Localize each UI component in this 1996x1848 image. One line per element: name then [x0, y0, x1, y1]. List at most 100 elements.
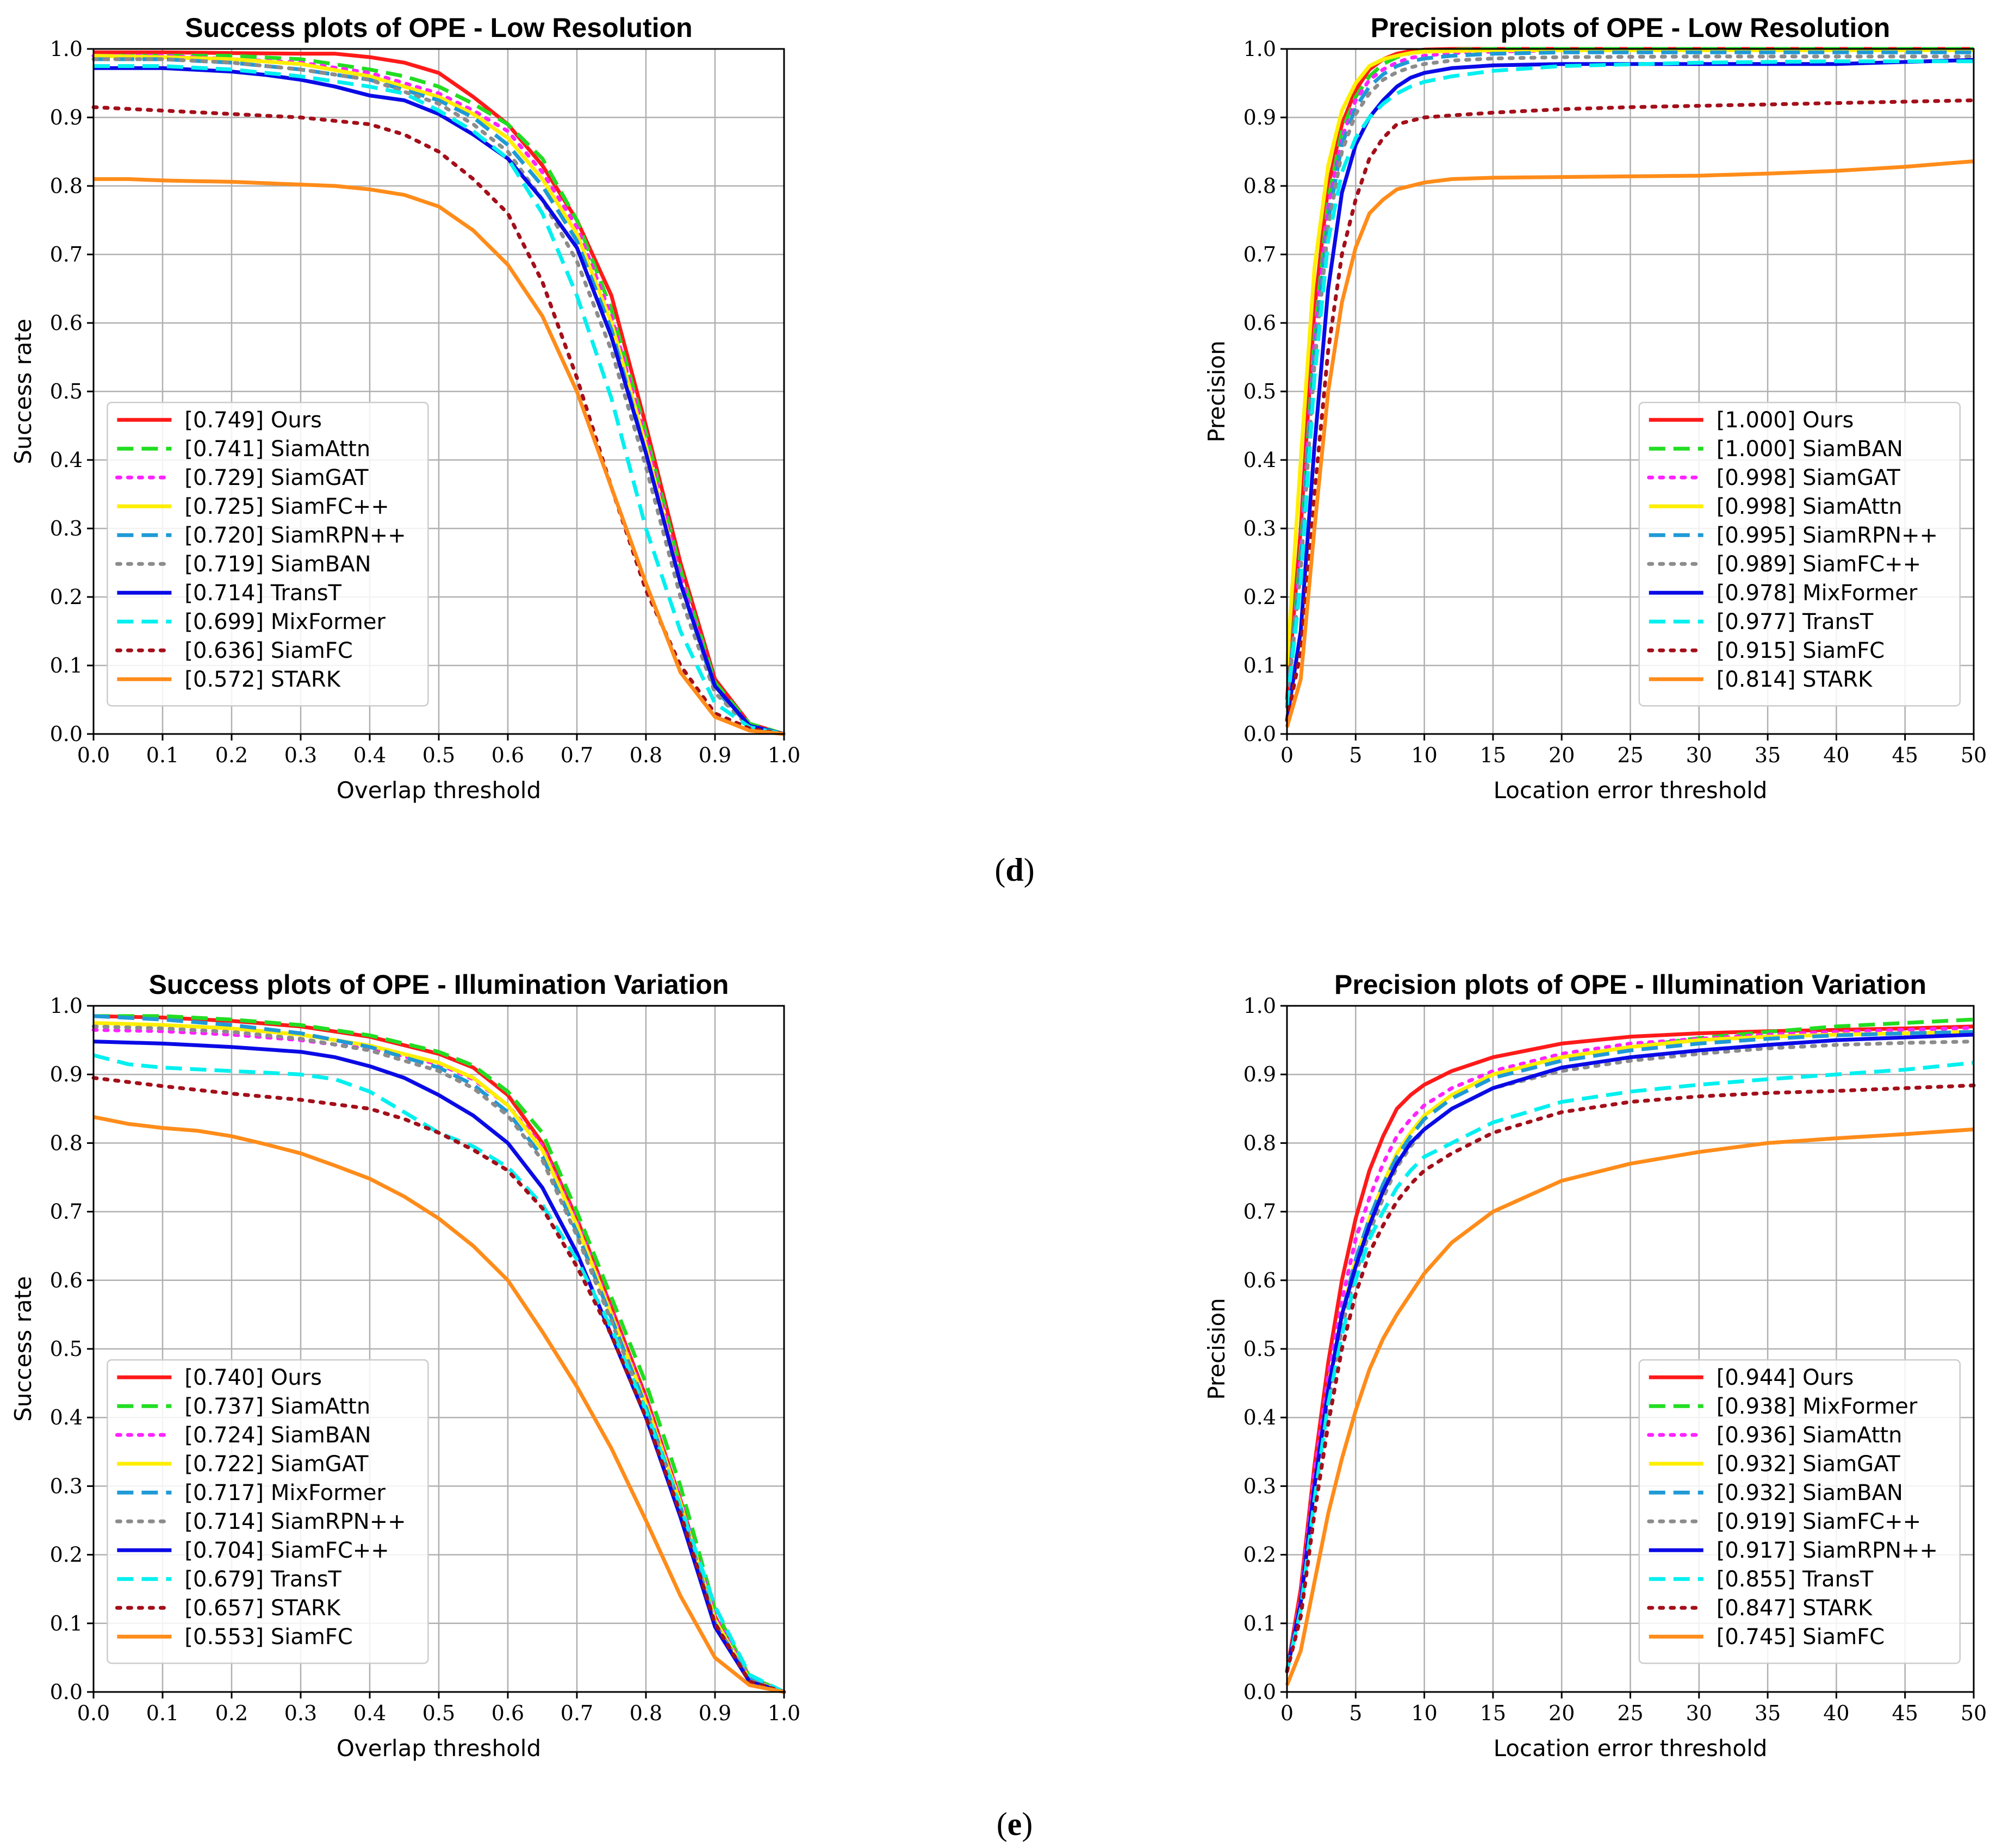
x-tick-label: 0.6: [492, 1701, 524, 1725]
x-tick-label: 0: [1280, 1701, 1294, 1725]
legend-entry-siamfcplusplus: [0.989] SiamFC++: [1717, 552, 1921, 577]
legend-entry-ours: [0.740] Ours: [184, 1365, 322, 1390]
y-tick-label: 0.5: [1243, 379, 1276, 403]
x-tick-label: 10: [1411, 743, 1437, 767]
legend-entry-siamgat: [0.722] SiamGAT: [184, 1452, 369, 1477]
legend-box: [107, 1359, 429, 1664]
series-line-siamfcplusplus: [1285, 54, 1976, 709]
series-line-siamattn: [1285, 1025, 1976, 1673]
chart-title: Precision plots of OPE - Illumination Va…: [1334, 969, 1926, 1000]
y-axis-label: Precision: [1203, 340, 1230, 442]
legend-entry-siamfc: [0.915] SiamFC: [1717, 638, 1885, 663]
x-tick-label: 0.1: [146, 1701, 179, 1725]
legend: [0.944] Ours [0.938] MixFormer [0.936] Sia…: [1638, 1359, 1961, 1664]
y-axis-label: Success rate: [10, 1276, 36, 1422]
x-tick-label: 15: [1480, 1701, 1506, 1725]
y-tick-label: 0.8: [1243, 1131, 1276, 1155]
series-line-siamattn: [94, 1014, 785, 1694]
legend-entry-transt: [0.714] TransT: [184, 581, 341, 606]
x-tick-label: 0.5: [422, 743, 455, 767]
legend-entry-siamgat: [0.729] SiamGAT: [184, 465, 369, 490]
legend: [0.749] Ours [0.741] SiamAttn [0.729] Siam…: [107, 401, 429, 707]
y-tick-label: 0.7: [50, 242, 83, 266]
y-axis-label: Success rate: [10, 319, 36, 464]
y-tick-label: 0.0: [50, 722, 83, 746]
y-tick-label: 0.2: [50, 585, 83, 609]
x-tick-label: 20: [1549, 1701, 1575, 1725]
x-tick-label: 25: [1617, 743, 1643, 767]
series-line-siamgat: [93, 1021, 785, 1694]
legend-entry-siamban: [0.719] SiamBAN: [184, 552, 371, 577]
legend-entry-siamrpnplusplus: [0.720] SiamRPN++: [184, 523, 406, 548]
success-plot-illumination-variation: 0.0 0.1 0.2 0.3 0.4 0.5 0.6 0.7 0.8 0.9 1.0 0.0 0.1 0…: [10, 969, 800, 1762]
legend-entry-siamban: [0.724] SiamBAN: [184, 1423, 371, 1448]
legend-entry-ours: [1.000] Ours: [1717, 408, 1854, 433]
legend-entry-stark: [0.572] STARK: [184, 667, 341, 692]
legend-entry-siamattn: [0.737] SiamAttn: [184, 1394, 370, 1419]
series-line-ours: [94, 50, 785, 736]
legend-entry-siamfcplusplus: [0.725] SiamFC++: [184, 494, 389, 519]
x-tick-label: 25: [1617, 1701, 1643, 1725]
legend-entry-transt: [0.679] TransT: [184, 1567, 341, 1592]
series-line-transt: [93, 1053, 785, 1694]
series-line-siamattn: [1285, 48, 1974, 666]
y-tick-label: 0.6: [50, 1268, 83, 1292]
y-axis-label: Precision: [1203, 1298, 1230, 1399]
panel-label-e: (e): [997, 1806, 1033, 1842]
legend-entry-siamrpnplusplus: [0.714] SiamRPN++: [184, 1509, 406, 1534]
y-tick-label: 0.8: [50, 174, 83, 198]
series-line-siamfc: [1285, 98, 1976, 723]
y-tick-label: 0.1: [50, 1611, 83, 1635]
series-line-mixformer: [94, 64, 785, 736]
precision-plot-low-resolution: 0 5 10 15 20 25 30 35 40 45 50 0.0 0.1 0.2 0.3 0.4 0.5 0.…: [1203, 13, 1987, 804]
y-tick-label: 0.5: [50, 1337, 83, 1361]
chart-title: Success plots of OPE - Illumination Vari…: [149, 969, 729, 1000]
x-tick-label: 0.7: [561, 743, 593, 767]
legend-entry-mixformer: [0.978] MixFormer: [1717, 581, 1918, 606]
series-line-siamrpnplusplus: [1285, 50, 1974, 707]
x-tick-label: 0.8: [630, 743, 662, 767]
y-tick-label: 1.0: [50, 37, 83, 61]
legend: [1.000] Ours [1.000] SiamBAN [0.998] SiamG…: [1638, 401, 1961, 707]
y-tick-label: 0.4: [1243, 448, 1276, 472]
series-line-mixformer: [1285, 58, 1974, 721]
y-tick-label: 0.4: [50, 448, 83, 472]
chart-title: Precision plots of OPE - Low Resolution: [1371, 13, 1891, 43]
y-tick-label: 0.8: [50, 1131, 83, 1155]
y-tick-label: 0.6: [1243, 311, 1276, 335]
series-line-stark: [91, 1076, 786, 1694]
x-tick-label: 0.3: [284, 1701, 317, 1725]
legend-entry-siamfcplusplus: [0.919] SiamFC++: [1717, 1509, 1921, 1534]
series-line-siamfc: [93, 1115, 785, 1694]
legend-entry-stark: [0.847] STARK: [1717, 1596, 1873, 1621]
y-tick-label: 0.1: [1243, 1611, 1276, 1635]
y-tick-label: 0.0: [1243, 1680, 1276, 1704]
x-tick-label: 35: [1755, 743, 1781, 767]
x-axis-label: Overlap threshold: [337, 1735, 541, 1762]
legend-entry-siamban: [1.000] SiamBAN: [1717, 437, 1903, 462]
y-tick-label: 0.6: [50, 311, 83, 335]
x-tick-label: 0.4: [353, 1701, 386, 1725]
y-tick-label: 0.2: [1243, 1543, 1276, 1567]
legend-entry-siamrpnplusplus: [0.995] SiamRPN++: [1717, 523, 1938, 548]
x-tick-label: 0.0: [77, 1701, 110, 1725]
legend-entry-siamrpnplusplus: [0.917] SiamRPN++: [1717, 1538, 1938, 1563]
x-axis-label: Location error threshold: [1494, 1735, 1768, 1762]
x-tick-label: 20: [1549, 743, 1575, 767]
precision-plot-illumination-variation: 0 5 10 15 20 25 30 35 40 45 50 0.0 0.1 0.2 0.3 0.4 0.5 0.…: [1203, 969, 1987, 1762]
legend-entry-ours: [0.944] Ours: [1717, 1365, 1854, 1390]
x-tick-label: 0: [1280, 743, 1294, 767]
y-tick-label: 0.8: [1243, 174, 1276, 198]
y-tick-label: 0.4: [50, 1405, 83, 1429]
y-tick-label: 0.3: [1243, 517, 1276, 540]
x-tick-label: 0.9: [699, 743, 731, 767]
x-tick-label: 30: [1686, 743, 1712, 767]
x-tick-label: 0.9: [699, 1701, 731, 1725]
legend-box: [1638, 1359, 1961, 1664]
panel-label-d: (d): [994, 852, 1034, 888]
x-tick-label: 40: [1823, 1701, 1849, 1725]
legend-entry-stark: [0.657] STARK: [184, 1596, 341, 1621]
legend-entry-siamban: [0.932] SiamBAN: [1717, 1480, 1903, 1505]
series-line-ours: [1285, 1024, 1974, 1672]
y-tick-label: 0.7: [1243, 1200, 1276, 1224]
